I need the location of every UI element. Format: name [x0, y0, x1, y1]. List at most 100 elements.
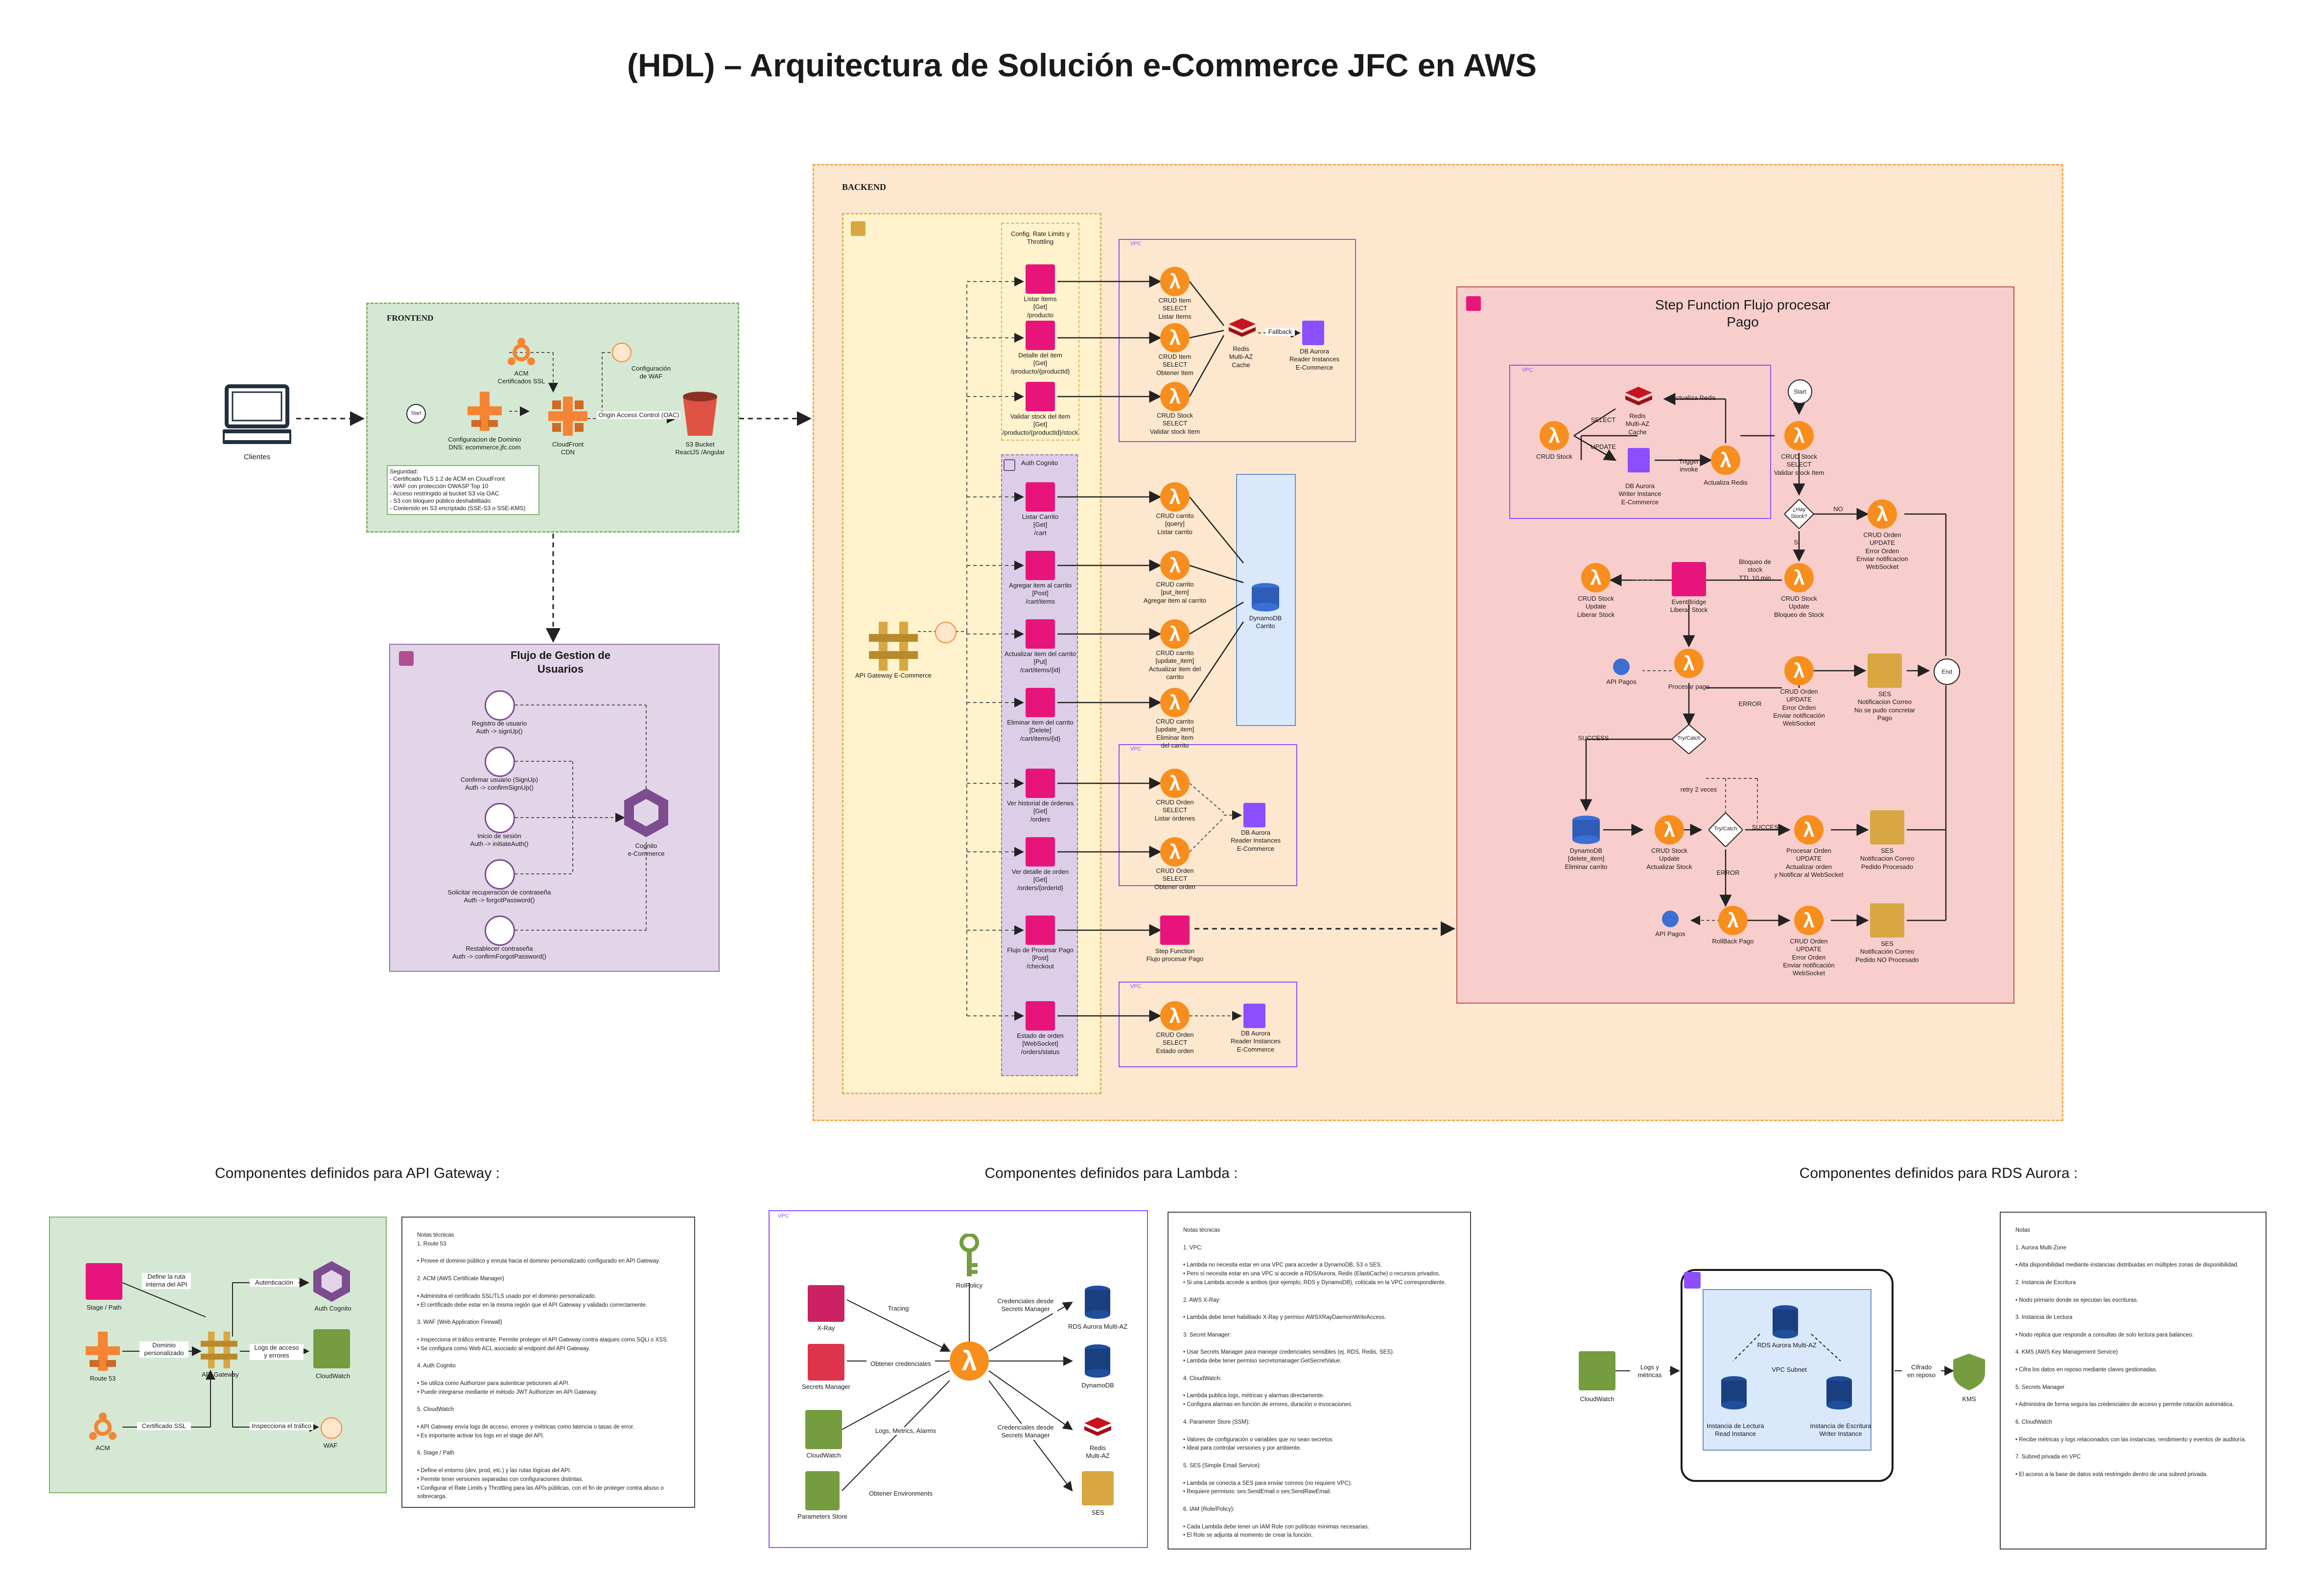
dynamo-delete-label: DynamoDB [delete_item] Eliminar carrito: [1565, 847, 1608, 870]
lambda-icon: λ: [950, 1341, 989, 1381]
apigw-waf-icon: [935, 622, 957, 643]
user-flow-icon-1: [485, 690, 515, 721]
lambda-icon: λ: [1160, 482, 1190, 512]
endpoint-checkout[interactable]: Flujo de Procesar Pago [Post] /checkout: [1007, 946, 1074, 970]
throttle-label: Config. Rate Limits y Throttling: [1011, 230, 1070, 246]
lambda-icon: λ: [1581, 563, 1611, 592]
lambda-icon: λ: [1718, 906, 1748, 935]
lambda-icon: λ: [1160, 382, 1190, 411]
lambda-icon: λ: [1784, 421, 1814, 450]
endpoint-list-items[interactable]: Listar Items [Get] /producto: [1024, 295, 1057, 319]
endpoint-cart-add[interactable]: Agregar item al carrito [Post] /cart/ite…: [1009, 582, 1072, 605]
endpoint-item-detail[interactable]: Detalle del item [Get] /producto/{produc…: [1010, 352, 1070, 375]
route53-label: Configuracion de Dominio DNS: ecommerce.…: [448, 436, 521, 451]
lambda-cart-list: CRUD carrito [query] Listar carrito: [1156, 512, 1194, 536]
kms-icon: [1953, 1354, 1985, 1390]
clients-label: Clientes: [243, 453, 271, 461]
endpoint-icon-4: [1026, 482, 1055, 512]
lambda-icon: λ: [1160, 551, 1190, 580]
cognito-icon: [624, 788, 668, 837]
lambda-icon: λ: [1794, 815, 1824, 845]
lambda-cart-update: CRUD carrito [update_item] Actualizar it…: [1148, 649, 1201, 681]
dynamodb-icon: [1251, 583, 1280, 612]
lambda-icon: λ: [1160, 1001, 1190, 1031]
lambda-section-title: Componentes definidos para Lambda :: [984, 1165, 1238, 1181]
lambda-icon: λ: [1160, 619, 1190, 649]
lambda-icon: λ: [1540, 421, 1569, 450]
route53-comp-label: Route 53: [90, 1375, 116, 1382]
endpoint-cart-list[interactable]: Listar Carrito [Get] /cart: [1022, 513, 1059, 537]
writer-instance-icon: [1826, 1376, 1853, 1410]
cloudwatch-icon: [805, 1410, 842, 1449]
backend-title: BACKEND: [842, 182, 887, 192]
sfn-stock-update: CRUD Stock Update Bloqueo de Stock: [1774, 595, 1824, 618]
cloudfront-icon: [548, 397, 587, 436]
hay-stock-diamond: [1784, 499, 1814, 529]
apigw-section-title: Componentes definidos para API Gateway :: [214, 1165, 500, 1181]
kms-label: KMS: [1962, 1395, 1976, 1403]
waf-icon: [612, 343, 631, 362]
acm-icon: [507, 338, 536, 367]
s3-label: S3 Bucket ReactJS /Angular: [675, 441, 725, 456]
reader-instance-label: Instancia de Lectura Read Instance: [1707, 1422, 1764, 1438]
user-flow-item-5: Restablecer contraseña Auth -> confirmFo…: [452, 945, 546, 961]
stepfn-vpc-tag: VPC: [1521, 367, 1533, 373]
edge-kms: Cifrado en reposo: [1902, 1363, 1941, 1380]
endpoint-orders[interactable]: Ver historial de órdenes [Get] /orders: [1006, 799, 1074, 823]
route53-icon: [86, 1332, 120, 1371]
endpoint-icon-10: [1026, 915, 1055, 945]
aurora-rds-label: RDS Aurora Multi-AZ: [1068, 1323, 1128, 1330]
edge-autenticacion: Autenticación: [250, 1279, 299, 1287]
redis-label: Redis Multi-AZ Cache: [1229, 345, 1253, 369]
aurora-reader-label: DB Aurora Reader Instances E-Commerce: [1289, 348, 1339, 371]
trycatch-label-2: Try/Catch: [1714, 826, 1737, 832]
trycatch-diamond: [1672, 725, 1706, 754]
edge-logs: Logs de acceso y errores: [250, 1344, 304, 1360]
vpc-panel-items: [1119, 239, 1356, 442]
lambda-icon: λ: [1868, 499, 1897, 529]
cloudwatch-icon: [313, 1329, 350, 1368]
trycatch-diamond-2: [1708, 813, 1743, 847]
error-edge: ERROR: [1738, 700, 1762, 707]
cloudwatch-icon: [1579, 1351, 1615, 1390]
endpoint-icon-6: [1026, 619, 1055, 649]
trigger-label: Trigger invoke: [1679, 458, 1699, 473]
aurora-reader-label-2: DB Aurora Reader Instances E-Commerce: [1231, 829, 1281, 852]
user-flow-item-2: Confirmar usuario (SignUp) Auth -> confi…: [460, 776, 538, 792]
parameters-store-label: Parameters Store: [797, 1513, 847, 1520]
user-flow-icon-2: [485, 747, 515, 777]
aurora-reader-icon: [1243, 803, 1265, 827]
redis-lambda-label: Redis Multi-AZ: [1086, 1444, 1110, 1460]
error-edge-2: ERROR: [1716, 869, 1740, 876]
redis-icon: [1625, 387, 1652, 411]
endpoint-order-status[interactable]: Estado de orden [WebSocket] /orders/stat…: [1017, 1032, 1064, 1056]
api-pagos-icon: [1662, 911, 1679, 927]
sfn-redis-label: Redis Multi-AZ Cache: [1625, 412, 1650, 436]
stock-actualizar-label: CRUD Stock Update Actualizar Stock: [1646, 847, 1692, 870]
api-pagos-label-2: API Pagos: [1655, 930, 1685, 938]
lambda-order-status: CRUD Orden SELECT Estado orden: [1156, 1031, 1194, 1055]
endpoint-order-detail[interactable]: Ver detalle de orden [Get] /orders/{orde…: [1011, 868, 1069, 892]
step-function-icon: [1160, 915, 1190, 945]
aurora-group-icon: [1684, 1272, 1701, 1289]
actualiza-redis-edge: Actualiza Redis: [1672, 394, 1716, 401]
api-gateway-comp-label: API Gateway: [202, 1371, 239, 1378]
sfn-crud-stock-select: CRUD Stock SELECT Validar stock Item: [1774, 453, 1824, 476]
lambda-icon: λ: [1784, 656, 1814, 685]
users-flow-title: Flujo de Gestion de Usuarios: [510, 649, 611, 675]
hay-stock-label: ¿Hay Stock?: [1791, 507, 1807, 519]
endpoint-icon-9: [1026, 837, 1055, 867]
bloqueo-label: Bloqueo de stock TTL 10 min: [1739, 558, 1771, 582]
endpoint-cart-update[interactable]: Actualizar item del carrito [Put] /cart/…: [1005, 650, 1076, 674]
oac-label: Origin Access Control (OAC): [597, 411, 680, 420]
endpoint-stock[interactable]: Validar stock del item [Get] /producto/{…: [1002, 413, 1078, 436]
cloudwatch-comp-label: CloudWatch: [315, 1372, 351, 1380]
sfn-orden-update-err: CRUD Orden UPDATE Error Orden Enviar not…: [1773, 688, 1825, 727]
lambda-icon: λ: [1160, 769, 1190, 798]
lambda-orders: CRUD Orden SELECT Listar órdenes: [1154, 798, 1195, 822]
endpoint-cart-delete[interactable]: Eliminar item del carrito [Delete] /cart…: [1007, 719, 1074, 742]
fallback-label: Fallback: [1265, 328, 1295, 336]
waf-comp-label: WAF: [323, 1442, 338, 1449]
lambda-notes: Notas técnicas 1. VPC: • Lambda no neces…: [1168, 1212, 1471, 1549]
sfn-stock-liberar: CRUD Stock Update Liberar Stock: [1577, 595, 1615, 618]
